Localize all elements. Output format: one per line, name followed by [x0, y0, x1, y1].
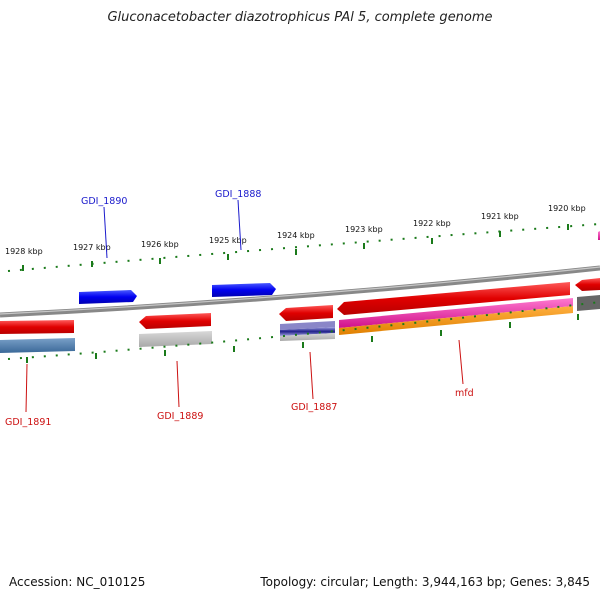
gene-arrow-gdi-1887[interactable] [279, 305, 333, 321]
scale-label-1921: 1921 kbp [481, 212, 519, 221]
gene-labels: GDI_1890 GDI_1888 GDI_1891 GDI_1889 GDI_… [5, 189, 474, 428]
gene-arrow-right-edge[interactable] [575, 278, 600, 291]
scale-label-1922: 1922 kbp [413, 219, 451, 228]
feature-orange-mfd [339, 306, 573, 335]
topology-summary-text: Topology: circular; Length: 3,944,163 bp… [260, 575, 590, 589]
gene-arrow-gdi-1890[interactable] [79, 290, 137, 304]
scale-label-1924: 1924 kbp [277, 231, 315, 240]
gene-label-gdi-1891[interactable]: GDI_1891 [5, 417, 51, 428]
feature-grey-gdi-1887 [280, 333, 335, 341]
scale-labels: 1928 kbp 1927 kbp 1926 kbp 1925 kbp 1924… [5, 204, 586, 256]
feature-tracks [0, 295, 600, 353]
scale-label-1920: 1920 kbp [548, 204, 586, 213]
gene-arrow-mfd[interactable] [337, 282, 570, 315]
gene-arrow-gdi-1891[interactable] [0, 320, 74, 334]
accession-text: Accession: NC_010125 [9, 575, 146, 589]
feature-steel-gdi-1891 [0, 338, 75, 353]
scale-label-1928: 1928 kbp [5, 247, 43, 256]
scale-label-1923: 1923 kbp [345, 225, 383, 234]
upper-scale-track [7, 223, 600, 272]
gene-arrow-gdi-1889[interactable] [139, 313, 211, 329]
gene-leader-lines [25, 199, 464, 413]
feature-grey-gdi-1889 [139, 331, 212, 347]
scale-label-1925: 1925 kbp [209, 236, 247, 245]
feature-dark-grey-right [577, 295, 600, 311]
scale-label-1926: 1926 kbp [141, 240, 179, 249]
feature-pink-mfd [339, 298, 573, 328]
forward-strand-genes [79, 231, 600, 304]
lower-scale-track [7, 301, 600, 363]
genome-title: Gluconacetobacter diazotrophicus PAl 5, … [107, 10, 493, 25]
gene-label-mfd[interactable]: mfd [455, 388, 474, 399]
scale-label-1927: 1927 kbp [73, 243, 111, 252]
gene-label-gdi-1888[interactable]: GDI_1888 [215, 189, 261, 200]
gene-label-gdi-1889[interactable]: GDI_1889 [157, 411, 203, 422]
gene-label-gdi-1887[interactable]: GDI_1887 [291, 402, 337, 413]
gene-arrow-gdi-1888[interactable] [212, 283, 276, 297]
genome-backbone [0, 265, 600, 318]
reverse-strand-genes [0, 278, 600, 334]
gene-label-gdi-1890[interactable]: GDI_1890 [81, 196, 127, 207]
